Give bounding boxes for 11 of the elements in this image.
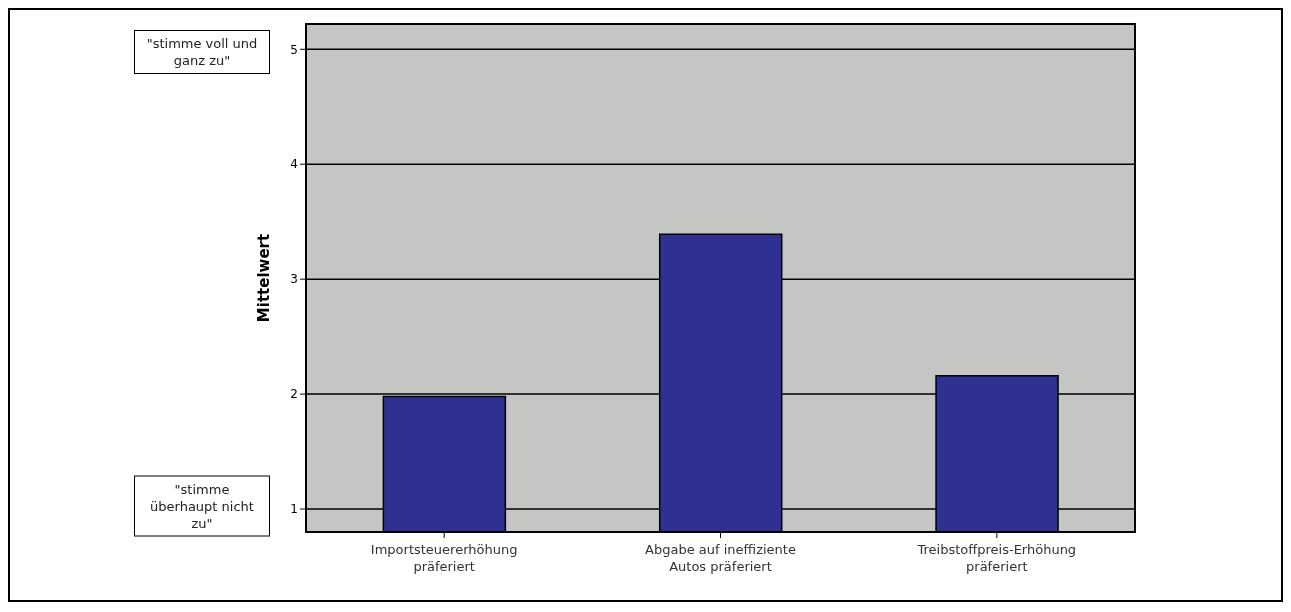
y-tick-label: 1 [290, 502, 298, 517]
text: "stimme voll und ganz zu" [134, 30, 270, 74]
x-tick-label: Importsteuererhöhung präferiert [370, 542, 518, 574]
y-tick-label: 5 [290, 42, 298, 57]
y-tick-label: 3 [290, 272, 298, 287]
x-tick-label: Treibstoffpreis-Erhöhung präferiert [916, 542, 1077, 574]
text: "stimme überhaupt nicht zu" [134, 475, 270, 537]
y-tick-label: 2 [290, 387, 298, 402]
y-axis-title: Mittelwert [255, 233, 274, 323]
y-tick-label: 4 [290, 157, 298, 172]
x-tick-label: Abgabe auf ineffiziente Autos präferiert [645, 542, 796, 574]
